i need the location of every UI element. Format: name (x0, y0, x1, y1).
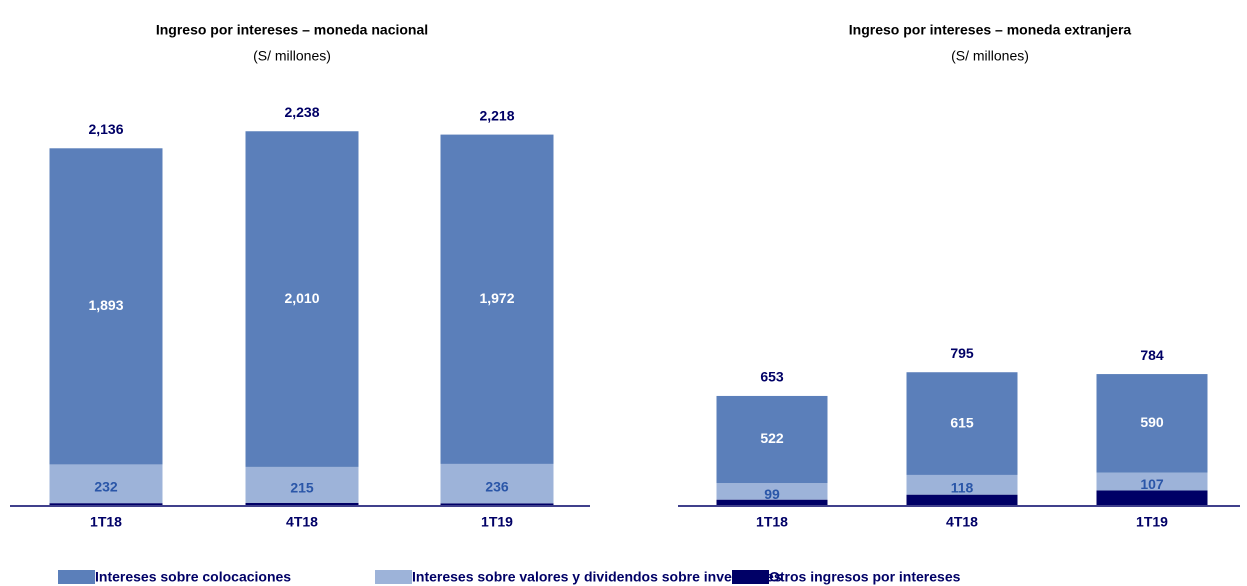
legend-label: Otros ingresos por intereses (769, 569, 961, 585)
bar-segment (440, 463, 554, 504)
value-label: 236 (485, 478, 509, 494)
x-tick-label: 1T18 (90, 514, 122, 530)
bar-segment (49, 148, 163, 465)
bar-segment (906, 372, 1018, 475)
value-label: 215 (290, 480, 314, 496)
legend-label: Intereses sobre colocaciones (95, 569, 291, 585)
chart-title: Ingreso por intereses – moneda nacional (156, 22, 428, 38)
legend-swatch (58, 570, 95, 584)
chart-subtitle: (S/ millones) (253, 48, 331, 64)
bar-segment (245, 466, 359, 503)
legend-swatch (375, 570, 412, 584)
x-tick-label: 1T18 (756, 514, 788, 530)
bar-segment (440, 134, 554, 464)
bar-segment (906, 494, 1018, 505)
bar-segment (1096, 490, 1208, 505)
bar-segment (49, 503, 163, 505)
chart-subtitle: (S/ millones) (951, 48, 1029, 64)
bar-segment (1096, 472, 1208, 491)
total-label: 795 (950, 345, 974, 361)
bar-segment (906, 474, 1018, 495)
total-label: 2,238 (284, 104, 319, 120)
value-label: 99 (764, 486, 780, 502)
value-label: 232 (94, 478, 118, 494)
x-tick-label: 1T19 (1136, 514, 1168, 530)
chart-title: Ingreso por intereses – moneda extranjer… (849, 22, 1132, 38)
x-tick-label: 4T18 (946, 514, 978, 530)
total-label: 2,136 (88, 121, 123, 137)
value-label: 107 (1140, 476, 1164, 492)
bar-segment (245, 502, 359, 505)
value-label: 1,893 (88, 297, 123, 313)
bar-segment (245, 131, 359, 467)
x-tick-label: 1T19 (481, 514, 513, 530)
value-label: 1,972 (479, 290, 514, 306)
bar-segment (716, 499, 828, 505)
bar-segment (440, 503, 554, 505)
value-label: 615 (950, 414, 974, 430)
value-label: 2,010 (284, 290, 319, 306)
total-label: 653 (760, 369, 784, 385)
legend-swatch (732, 570, 769, 584)
bar-segment (1096, 374, 1208, 473)
total-label: 2,218 (479, 107, 514, 123)
bar-segment (49, 464, 163, 504)
value-label: 118 (951, 479, 974, 495)
value-label: 522 (760, 430, 784, 446)
value-label: 590 (1140, 414, 1164, 430)
x-tick-label: 4T18 (286, 514, 318, 530)
bar-segment (716, 395, 828, 484)
total-label: 784 (1140, 347, 1164, 363)
legend-label: Intereses sobre valores y dividendos sob… (412, 569, 782, 585)
bar-segment (716, 483, 828, 500)
